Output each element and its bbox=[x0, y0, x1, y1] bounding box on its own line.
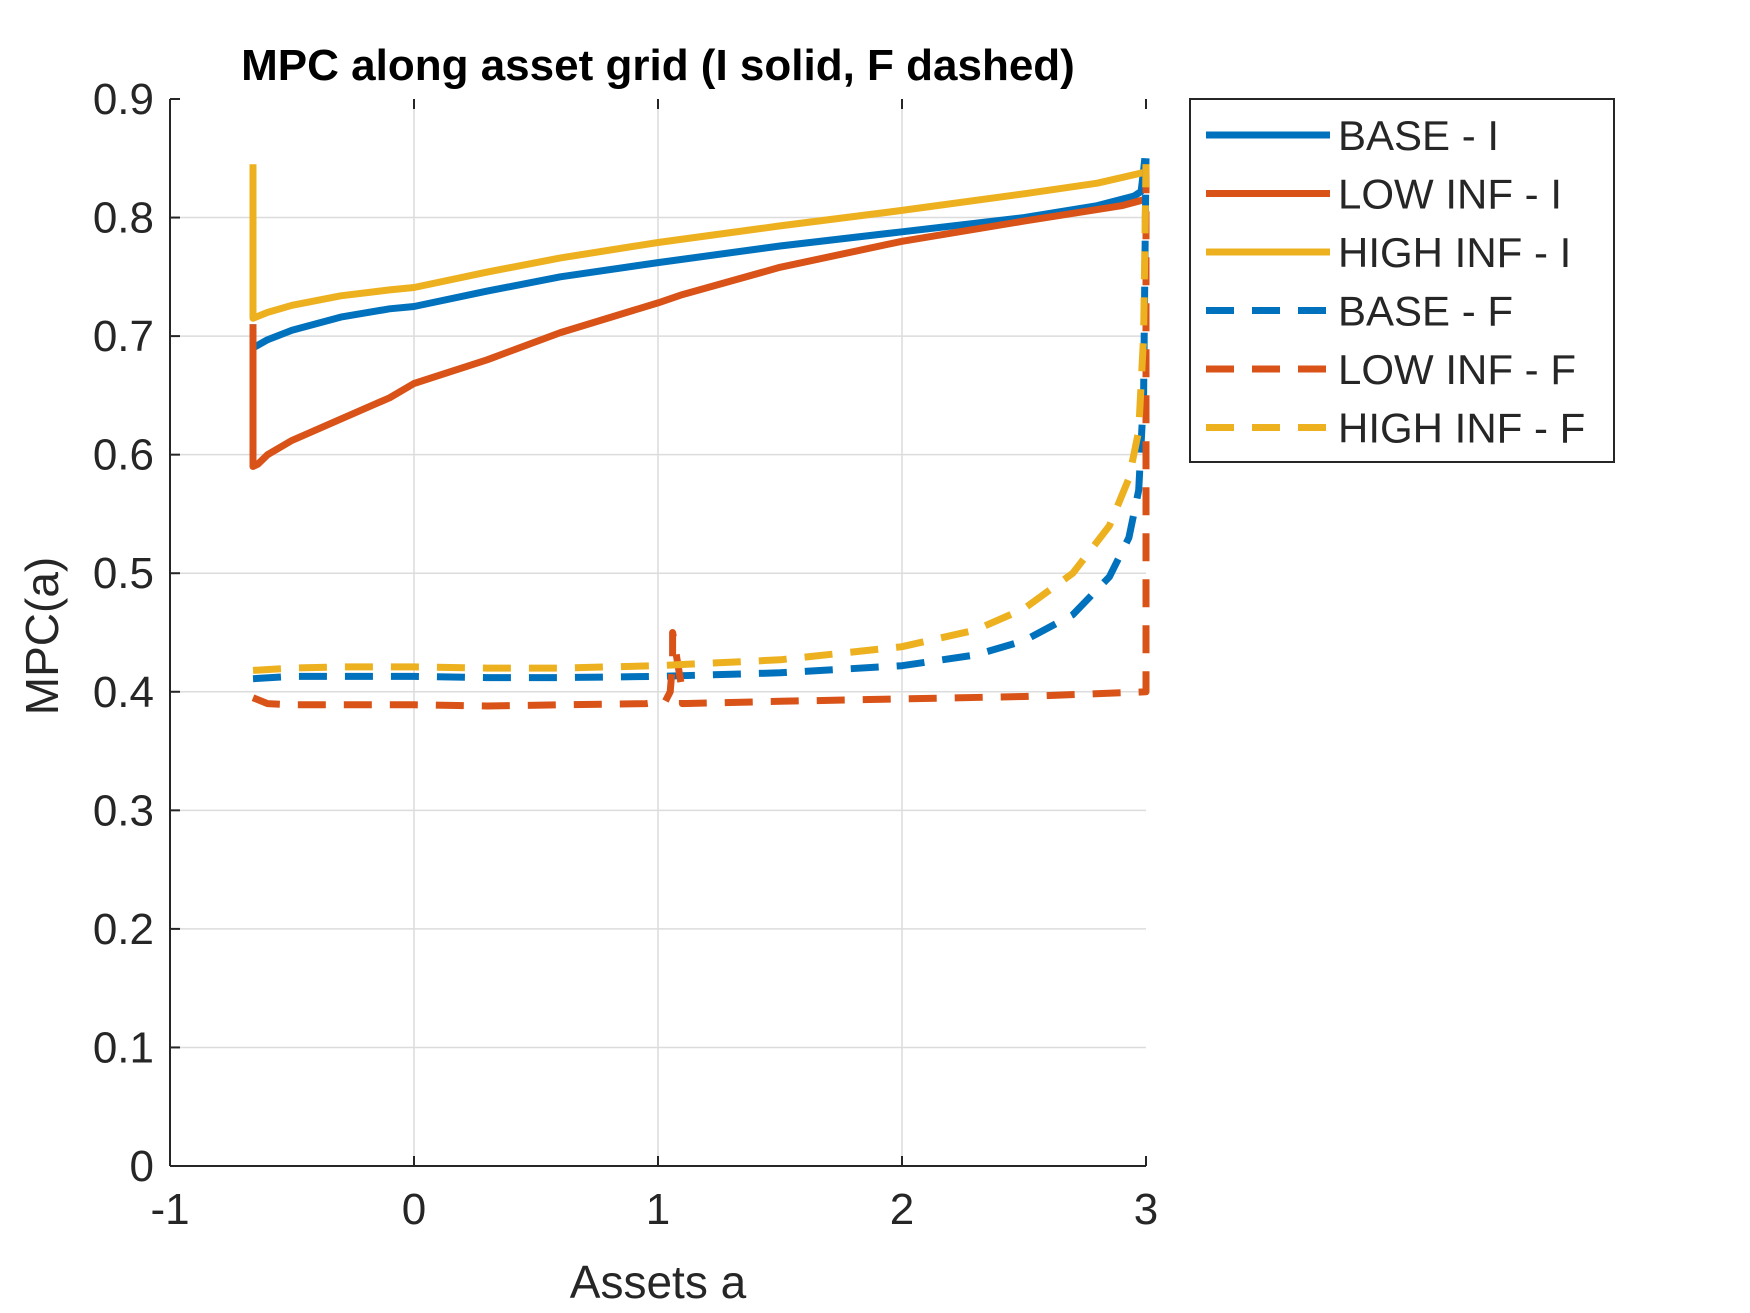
series-line-2 bbox=[249, 164, 1145, 322]
y-tick-label: 0.9 bbox=[93, 75, 154, 124]
x-tick-label: -1 bbox=[150, 1185, 189, 1234]
y-tick-label: 0.6 bbox=[93, 431, 154, 480]
y-tick-label: 0.7 bbox=[93, 312, 154, 361]
plot-series bbox=[249, 157, 1150, 710]
legend-label: HIGH INF - F bbox=[1338, 405, 1585, 452]
series-line-5 bbox=[252, 164, 1150, 674]
y-tick-label: 0.4 bbox=[93, 668, 154, 717]
y-tick-label: 0.8 bbox=[93, 194, 154, 243]
legend-label: BASE - I bbox=[1338, 112, 1499, 159]
legend-label: HIGH INF - I bbox=[1338, 229, 1571, 276]
legend-label: LOW INF - F bbox=[1338, 346, 1576, 393]
chart-title: MPC along asset grid (I solid, F dashed) bbox=[241, 41, 1075, 90]
y-axis-label: MPC(a) bbox=[16, 557, 68, 715]
series-line-0 bbox=[249, 157, 1149, 352]
series-line-1 bbox=[249, 196, 1145, 470]
y-tick-label: 0.2 bbox=[93, 905, 154, 954]
tick-labels: -1 0 1 2 300.10.20.30.40.50.60.70.80.9 bbox=[93, 75, 1158, 1234]
legend-label: BASE - F bbox=[1338, 288, 1513, 335]
y-tick-label: 0.5 bbox=[93, 549, 154, 598]
x-axis-label: Assets a bbox=[570, 1256, 747, 1308]
legend: BASE - I LOW INF - I HIGH INF - I BASE - F L… bbox=[1189, 98, 1615, 463]
x-tick-label: 1 bbox=[646, 1185, 670, 1234]
x-tick-label: 0 bbox=[402, 1185, 426, 1234]
axes-box bbox=[169, 98, 1147, 1167]
grid-lines bbox=[170, 99, 1146, 1166]
legend-box bbox=[1189, 98, 1615, 463]
y-tick-label: 0 bbox=[130, 1142, 154, 1191]
x-tick-label: 3 bbox=[1134, 1185, 1158, 1234]
x-tick-label: 2 bbox=[890, 1185, 914, 1234]
series-line-4 bbox=[251, 158, 1150, 710]
series-line-3 bbox=[252, 158, 1150, 683]
y-tick-label: 0.3 bbox=[93, 786, 154, 835]
legend-label: LOW INF - I bbox=[1338, 171, 1562, 218]
y-tick-label: 0.1 bbox=[93, 1023, 154, 1072]
